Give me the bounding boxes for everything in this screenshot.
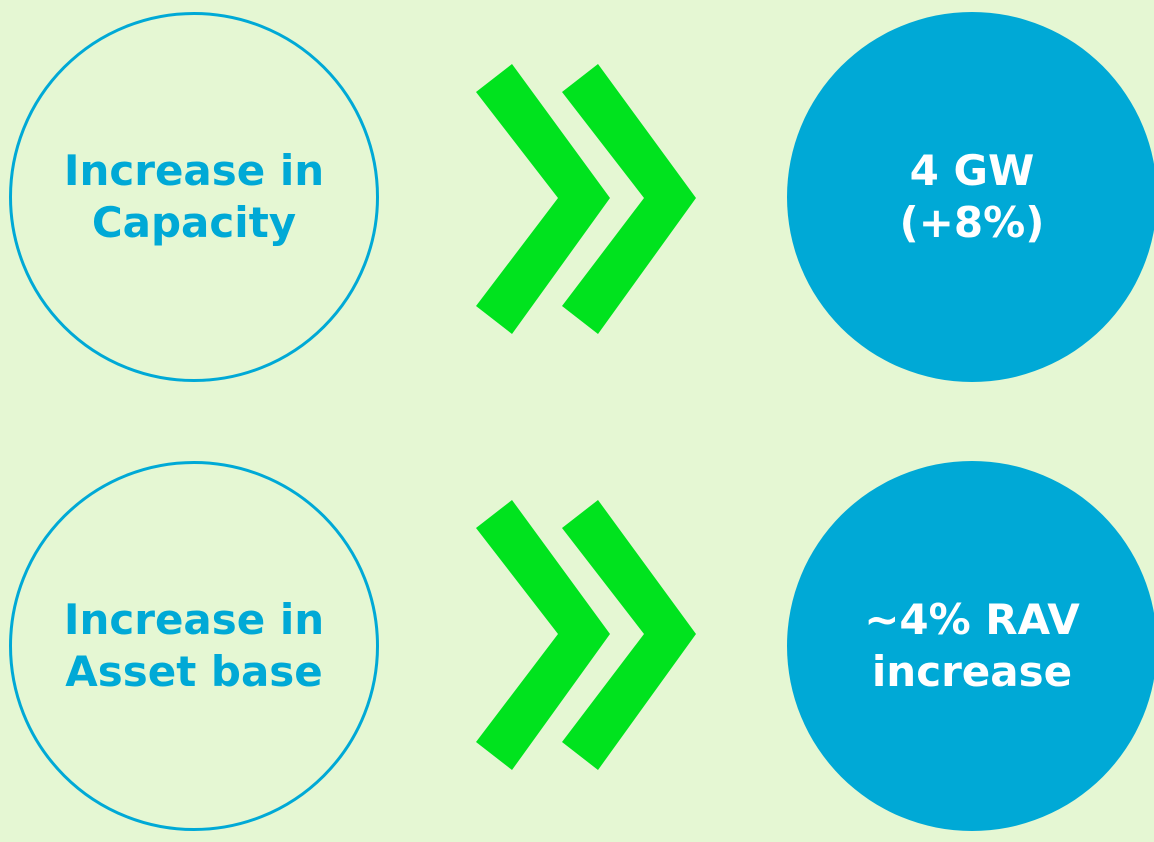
asset-base-result-circle: ~4% RAV increase: [787, 461, 1154, 831]
circle-value-line: ~4% RAV: [864, 595, 1080, 644]
asset-base-driver-circle: Increase in Asset base: [9, 461, 379, 831]
capacity-driver-circle: Increase in Capacity: [9, 12, 379, 382]
circle-value-line: increase: [871, 647, 1073, 696]
circle-label-line: Increase in: [63, 595, 325, 644]
circle-label-line: Increase in: [63, 146, 325, 195]
circle-label-line: Asset base: [65, 647, 323, 696]
double-chevron-right-icon: [476, 500, 696, 770]
circle-value-line: 4 GW: [909, 146, 1035, 195]
capacity-result-circle: 4 GW (+8%): [787, 12, 1154, 382]
chevron-right-icon: [476, 500, 610, 770]
double-chevron-right-icon: [476, 64, 696, 334]
chevron-right-icon: [562, 64, 696, 334]
circle-value-line: (+8%): [899, 198, 1045, 247]
circle-label-line: Capacity: [91, 198, 297, 247]
chevron-right-icon: [476, 64, 610, 334]
chevron-right-icon: [562, 500, 696, 770]
